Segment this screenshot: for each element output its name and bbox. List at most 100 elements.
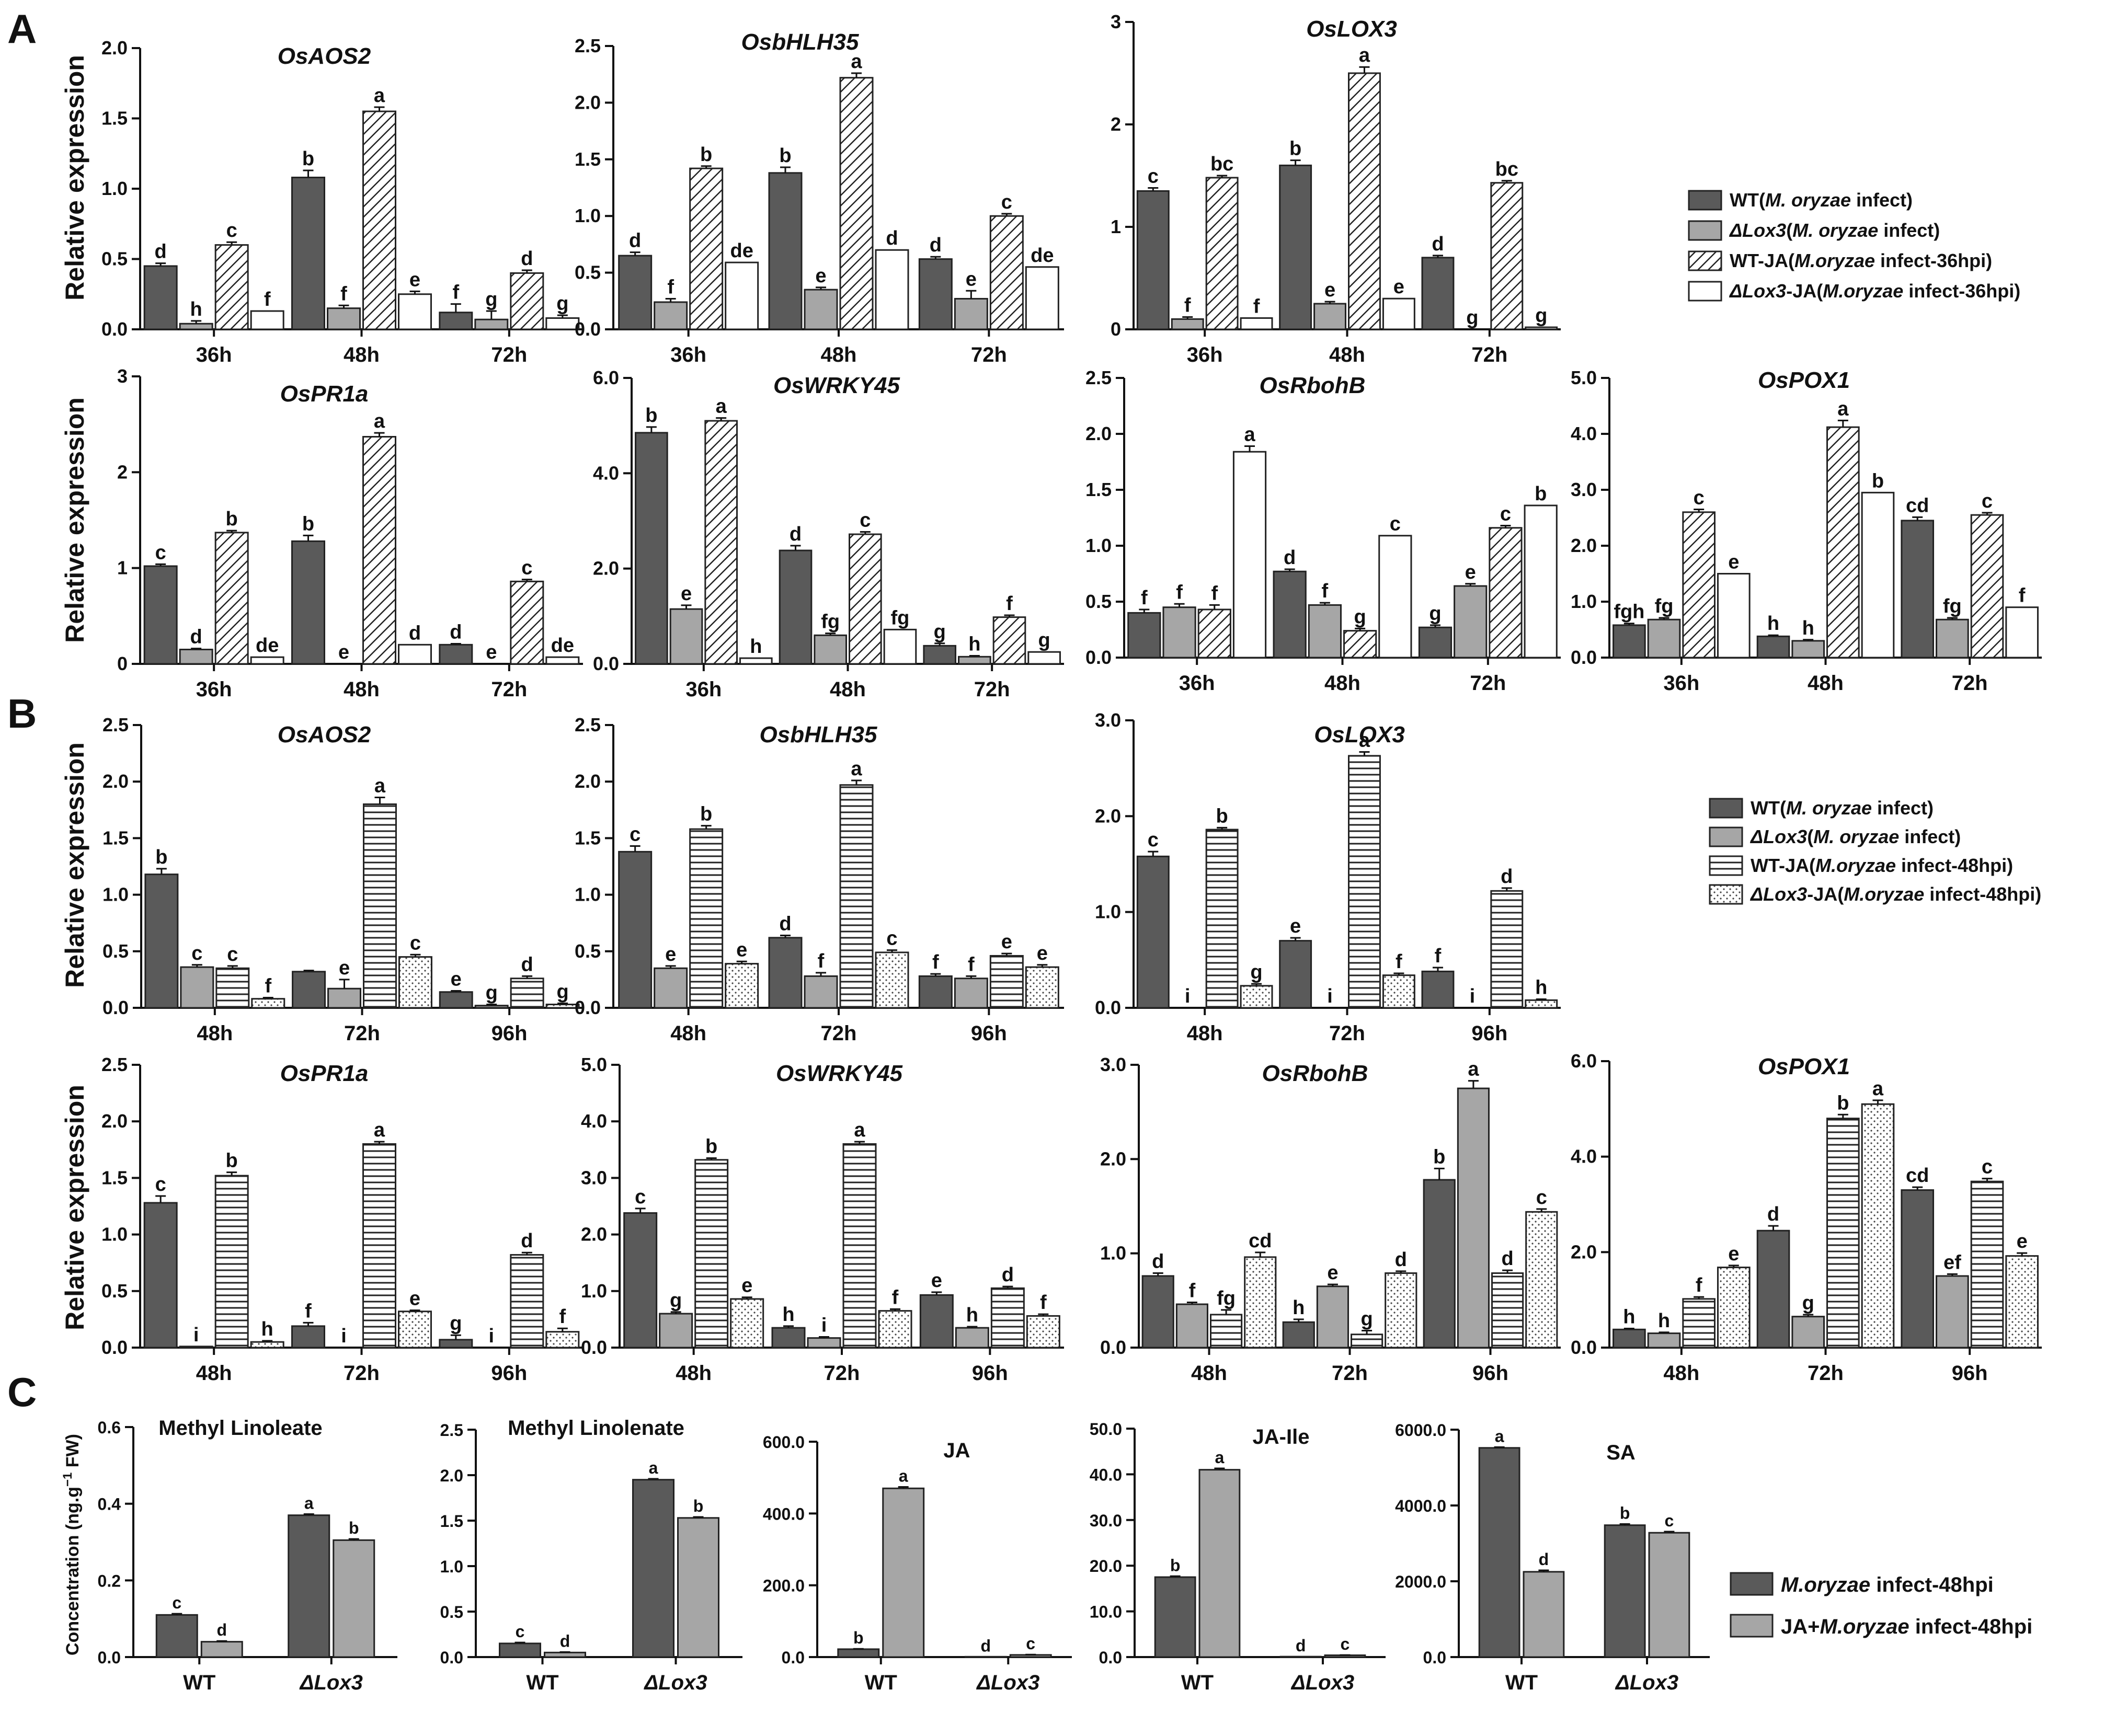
significance-letter: c	[886, 928, 897, 950]
bar	[883, 628, 917, 665]
bar	[398, 956, 432, 1009]
chart-title: OsRbohB	[1260, 373, 1366, 398]
y-tick-label: 4000.0	[1395, 1497, 1446, 1515]
bar	[1901, 520, 1935, 659]
y-tick-label: 2000.0	[1395, 1572, 1446, 1591]
bar	[635, 432, 668, 665]
x-category-label: 36h	[1663, 672, 1699, 695]
significance-letter: c	[1982, 490, 1993, 512]
significance-letter: f	[1396, 951, 1402, 973]
y-tick-label: 0.0	[575, 997, 601, 1018]
significance-letter: f	[1696, 1274, 1702, 1296]
bar	[694, 1159, 729, 1349]
significance-letter: c	[155, 542, 166, 564]
bar	[1489, 527, 1523, 659]
x-category-label: 72h	[1470, 672, 1506, 695]
significance-letter: c	[516, 1622, 525, 1641]
bar	[291, 540, 325, 665]
significance-letter: a	[851, 51, 862, 73]
significance-letter: e	[339, 957, 350, 979]
bar	[618, 850, 653, 1009]
significance-letter: cd	[1906, 1165, 1929, 1187]
significance-letter: g	[1535, 305, 1547, 327]
significance-letter: c	[521, 557, 532, 579]
y-tick-label: 2.0	[102, 771, 129, 792]
y-tick-label: 2.0	[1571, 1241, 1597, 1262]
bar	[214, 1175, 249, 1349]
bar	[1525, 326, 1558, 330]
significance-letter: a	[1215, 1448, 1225, 1467]
bar	[875, 249, 909, 330]
x-category-label: ΔLox3	[976, 1671, 1039, 1694]
chart-c-ja: JA 0.0 200.0 400.0 600.0 WT b a ΔLox3 d c	[763, 1433, 1072, 1694]
legend-text-post: infect-48hpi	[1909, 1615, 2033, 1638]
legend-a: WT(M. oryzae infect)ΔLox3(M. oryzae infe…	[1688, 189, 2020, 302]
bar	[251, 998, 285, 1009]
significance-letter: d	[216, 1620, 227, 1639]
bar	[1210, 1314, 1243, 1349]
significance-letter: d	[1002, 1264, 1014, 1286]
y-tick-label: 400.0	[763, 1504, 805, 1523]
y-tick-label: 0.5	[575, 262, 601, 283]
bar	[214, 532, 249, 665]
legend-b: WT(M. oryzae infect)ΔLox3(M. oryzae infe…	[1709, 797, 2041, 905]
bar	[842, 1143, 877, 1349]
legend-item: JA+M.oryzae infect-48hpi	[1781, 1615, 2032, 1638]
bar	[1421, 970, 1455, 1009]
y-tick-label: 2.5	[575, 35, 601, 56]
y-tick-label: 0.6	[98, 1418, 121, 1437]
significance-letter: f	[968, 953, 975, 975]
bar	[689, 828, 724, 1009]
x-category-label: 72h	[344, 1022, 380, 1045]
bar	[288, 1514, 330, 1658]
y-axis-title-tail: FW)	[63, 1434, 83, 1473]
legend-text-pre: WT(	[1751, 797, 1786, 819]
significance-letter: c	[1148, 829, 1159, 851]
legend-item: ΔLox3(M. oryzae infect)	[1729, 220, 1940, 241]
y-tick-label: 40.0	[1090, 1465, 1122, 1484]
significance-letter: ef	[1943, 1251, 1961, 1273]
significance-letter: b	[1289, 138, 1301, 160]
y-tick-label: 0.0	[1095, 997, 1121, 1018]
y-tick-label: 1.5	[101, 1167, 128, 1188]
significance-letter: d	[629, 230, 641, 252]
bar	[1861, 1103, 1895, 1349]
significance-letter: de	[551, 635, 574, 657]
y-tick-label: 1.0	[101, 178, 128, 199]
significance-letter: b	[853, 1628, 864, 1647]
x-category-label: WT	[183, 1671, 215, 1694]
bar	[362, 1143, 396, 1349]
significance-letter: d	[1395, 1249, 1407, 1271]
significance-letter: b	[1872, 470, 1884, 492]
bar	[1756, 635, 1790, 659]
x-category-label: 48h	[1324, 672, 1360, 695]
significance-letter: d	[886, 227, 898, 249]
bar	[1348, 72, 1381, 330]
significance-letter: h	[1767, 613, 1779, 635]
bar	[1240, 985, 1273, 1009]
bar	[1279, 164, 1312, 330]
significance-letter: d	[1152, 1251, 1164, 1273]
bar	[1791, 640, 1825, 659]
y-tick-label: 0.2	[98, 1571, 121, 1590]
significance-letter: b	[779, 145, 791, 167]
bar	[1791, 1316, 1825, 1349]
y-tick-label: 1.0	[575, 884, 601, 905]
bar	[1205, 829, 1239, 1009]
significance-letter: g	[670, 1290, 682, 1312]
legend-swatch	[1709, 855, 1743, 876]
y-tick-label: 1	[1111, 216, 1121, 237]
bar	[292, 971, 326, 1009]
significance-letter: b	[1620, 1504, 1630, 1523]
bar	[989, 955, 1024, 1009]
significance-letter: b	[1535, 483, 1547, 505]
significance-letter: h	[1802, 617, 1814, 639]
y-tick-label: 0.0	[1423, 1648, 1446, 1667]
significance-letter: e	[1327, 1262, 1338, 1284]
y-tick-label: 2.0	[575, 91, 601, 113]
bar	[398, 643, 432, 665]
bar	[849, 533, 882, 665]
significance-letter: d	[190, 626, 202, 648]
bar	[1343, 630, 1377, 659]
